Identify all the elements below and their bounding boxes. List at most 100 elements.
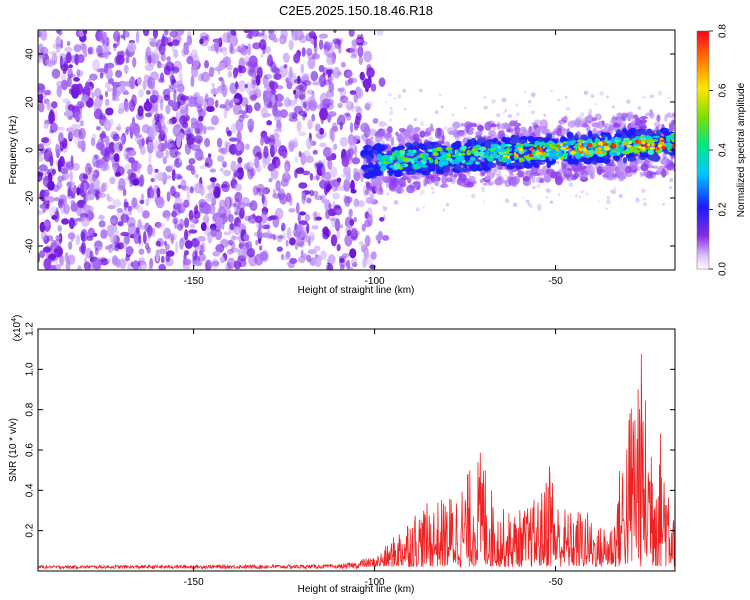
band-halo-blob	[448, 130, 455, 135]
noise-dot	[528, 99, 532, 104]
band-peak-blob	[650, 142, 655, 147]
noise-blob	[65, 127, 75, 133]
noise-blob	[65, 51, 72, 64]
noise-blob	[102, 153, 111, 162]
noise-blob	[328, 203, 332, 210]
noise-blob	[184, 249, 189, 256]
noise-blob	[345, 100, 354, 111]
noise-blob	[40, 231, 48, 241]
noise-blob	[270, 169, 279, 180]
noise-blob	[150, 177, 155, 183]
colorbar-tick-label: 0.6	[718, 83, 729, 97]
noise-blob	[143, 100, 152, 112]
noise-blob	[236, 201, 246, 211]
band-peak-blob	[649, 146, 656, 151]
band-hot-blob	[445, 147, 453, 150]
noise-blob	[381, 234, 390, 241]
noise-blob	[66, 76, 72, 88]
noise-dot	[585, 192, 589, 196]
noise-blob	[105, 36, 110, 47]
noise-blob	[159, 72, 165, 82]
noise-blob	[347, 77, 354, 85]
noise-blob	[142, 231, 147, 244]
noise-blob	[252, 185, 259, 196]
spectrogram-signal-band	[360, 108, 675, 196]
band-hot-blob	[455, 150, 459, 156]
band-peak-blob	[638, 141, 642, 145]
noise-blob	[137, 77, 142, 85]
noise-dot	[521, 168, 525, 172]
noise-blob	[221, 160, 228, 167]
figure-title: C2E5.2025.150.18.46.R18	[279, 3, 433, 18]
noise-dot	[483, 105, 488, 110]
noise-blob	[206, 105, 215, 113]
band-hot-blob	[623, 137, 631, 142]
noise-blob	[173, 49, 179, 59]
noise-blob	[166, 56, 171, 62]
noise-blob	[173, 90, 177, 102]
band-core-blob	[502, 163, 508, 167]
noise-blob	[233, 70, 237, 79]
noise-blob	[57, 199, 64, 209]
noise-blob	[192, 54, 200, 67]
noise-blob	[170, 234, 175, 245]
noise-blob	[169, 163, 176, 172]
noise-blob	[56, 85, 63, 98]
noise-blob	[252, 145, 262, 158]
noise-blob	[145, 198, 150, 207]
noise-blob	[136, 206, 144, 213]
noise-blob	[235, 81, 239, 89]
noise-blob	[85, 81, 90, 89]
noise-blob	[350, 189, 357, 194]
noise-blob	[138, 257, 146, 262]
noise-blob	[341, 156, 350, 168]
noise-dot	[537, 207, 542, 212]
noise-blob	[92, 161, 97, 167]
noise-blob	[289, 257, 298, 265]
noise-blob	[339, 121, 343, 131]
noise-blob	[345, 71, 354, 77]
noise-blob	[217, 187, 221, 198]
noise-blob	[104, 91, 109, 98]
band-halo-blob	[604, 173, 614, 177]
noise-blob	[344, 233, 353, 247]
noise-blob	[340, 61, 346, 68]
noise-blob	[345, 170, 351, 183]
noise-blob	[127, 168, 134, 176]
noise-blob	[73, 184, 77, 195]
noise-blob	[158, 248, 168, 255]
noise-blob	[332, 234, 338, 244]
band-hot-blob	[575, 153, 582, 160]
noise-blob	[239, 114, 249, 119]
band-core-blob	[599, 155, 605, 163]
noise-blob	[163, 94, 171, 101]
noise-blob	[304, 213, 310, 222]
noise-blob	[312, 175, 320, 181]
noise-blob	[296, 120, 302, 133]
noise-blob	[281, 151, 287, 159]
band-core-blob	[527, 137, 535, 143]
noise-blob	[285, 239, 289, 247]
band-halo-blob	[508, 120, 517, 127]
noise-blob	[322, 98, 332, 107]
noise-dot	[523, 90, 527, 93]
band-core-blob	[561, 136, 567, 143]
noise-dot	[564, 95, 568, 99]
noise-blob	[85, 194, 91, 201]
band-core-blob	[367, 170, 375, 178]
noise-blob	[189, 223, 196, 229]
noise-blob	[378, 77, 386, 87]
band-halo-blob	[542, 175, 552, 183]
noise-blob	[99, 94, 104, 101]
noise-dot	[543, 113, 547, 117]
noise-blob	[223, 106, 228, 120]
noise-blob	[281, 226, 285, 232]
band-peak-blob	[602, 140, 607, 145]
noise-blob	[78, 172, 89, 183]
noise-blob	[55, 143, 60, 156]
noise-dot	[545, 188, 551, 193]
noise-blob	[288, 117, 298, 122]
band-hot-blob	[422, 157, 428, 161]
band-halo-blob	[573, 166, 578, 173]
noise-blob	[38, 176, 46, 181]
